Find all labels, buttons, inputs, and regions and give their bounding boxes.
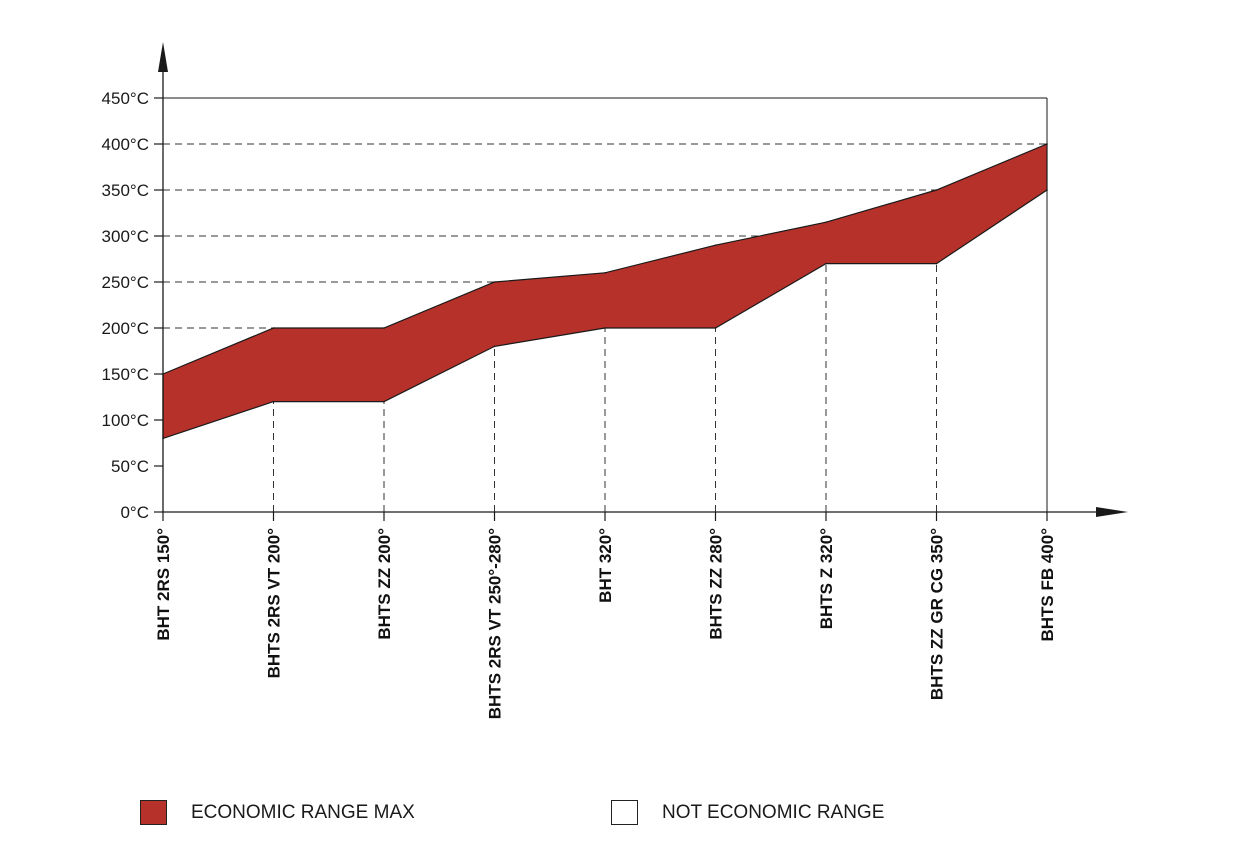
x-category-label-5: BHTS ZZ 280° [707, 528, 726, 640]
legend-swatch-not-economic [611, 800, 638, 825]
y-tick-labels: 0°C 50°C 100°C 150°C 200°C 250°C 300°C 350°C 400… [102, 89, 149, 522]
x-category-labels: BHT 2RS 150° BHTS 2RS VT 200° BHTS ZZ 200°… [154, 528, 1057, 719]
upper-point-5 [714, 244, 717, 246]
x-category-label-8: BHTS FB 400° [1038, 528, 1057, 642]
y-tick-label-3: 150°C [102, 365, 149, 384]
gridlines [163, 143, 1047, 512]
y-tick-label-4: 200°C [102, 319, 149, 338]
economic-range-band [162, 143, 1048, 440]
legend-label-economic: ECONOMIC RANGE MAX [191, 801, 415, 823]
upper-point-2 [383, 327, 385, 329]
y-tick-label-1: 50°C [111, 457, 149, 476]
upper-point-3 [493, 281, 496, 283]
y-tick-label-6: 300°C [102, 227, 149, 246]
legend-not-economic-range: NOT ECONOMIC RANGE [611, 800, 884, 825]
y-tick-label-8: 400°C [102, 135, 149, 154]
upper-point-6 [825, 221, 827, 223]
lower-point-3 [493, 345, 496, 348]
upper-point-1 [272, 327, 275, 329]
lower-point-5 [714, 327, 717, 329]
x-category-label-4: BHT 320° [596, 528, 615, 603]
x-axis-arrow [1096, 507, 1128, 517]
y-tick-label-9: 450°C [102, 89, 149, 108]
x-category-label-0: BHT 2RS 150° [154, 528, 173, 641]
lower-point-4 [604, 327, 606, 329]
x-category-label-1: BHTS 2RS VT 200° [265, 528, 284, 679]
lower-point-1 [272, 400, 275, 403]
axes [154, 42, 1128, 521]
upper-point-7 [935, 189, 938, 191]
x-category-label-3: BHTS 2RS VT 250°-280° [486, 528, 505, 719]
y-tick-label-7: 350°C [102, 181, 149, 200]
lower-point-2 [383, 400, 385, 403]
x-category-label-6: BHTS Z 320° [817, 528, 836, 629]
y-tick-label-2: 100°C [102, 411, 149, 430]
y-tick-label-5: 250°C [102, 273, 149, 292]
legend-economic-range: ECONOMIC RANGE MAX [140, 800, 415, 825]
legend-label-not-economic: NOT ECONOMIC RANGE [662, 801, 885, 823]
x-category-label-2: BHTS ZZ 200° [375, 528, 394, 640]
upper-point-4 [604, 272, 606, 274]
lower-point-7 [935, 262, 938, 265]
x-category-label-7: BHTS ZZ GR CG 350° [928, 528, 947, 700]
y-tick-label-0: 0°C [120, 503, 149, 522]
y-axis-arrow [158, 42, 168, 72]
legend-swatch-economic [140, 800, 167, 825]
economic-range-area [162, 143, 1048, 440]
lower-point-6 [825, 262, 827, 265]
